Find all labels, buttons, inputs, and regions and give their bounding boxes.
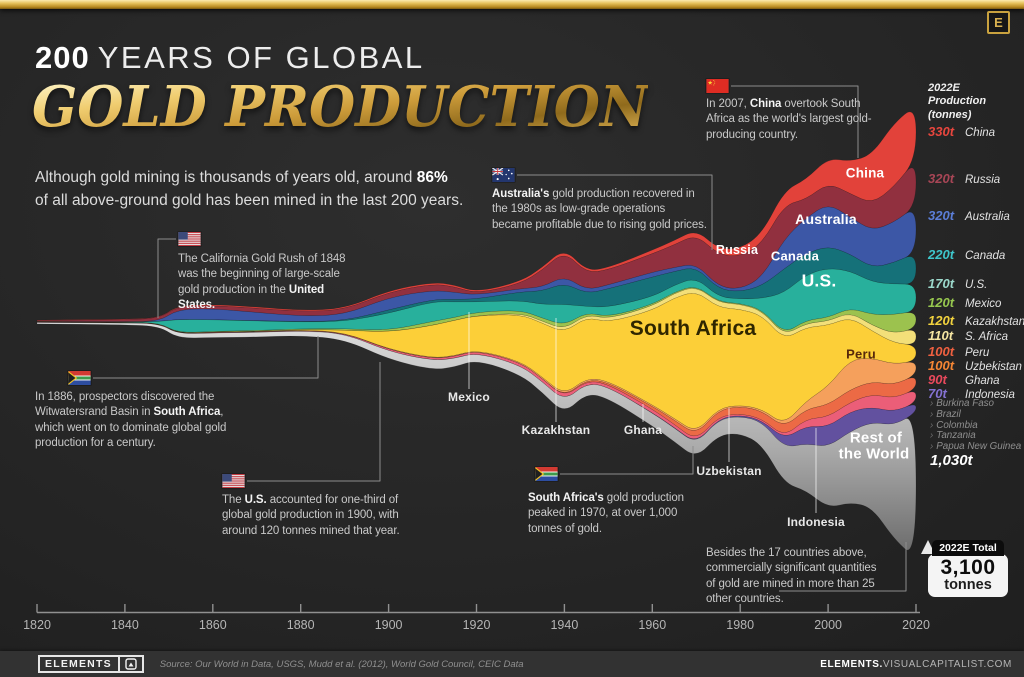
elements-logo: ELEMENTS	[38, 655, 144, 673]
stream-band-us	[36, 268, 917, 333]
x-axis-label-1880: 1880	[287, 618, 315, 632]
stream-band-uzbekistan	[36, 321, 917, 437]
callout-line-other-countries	[779, 542, 907, 592]
x-axis-label-1900: 1900	[375, 618, 403, 632]
stream-band-rest-of-world	[36, 322, 917, 551]
site-url-rest: VISUALCAPITALIST.COM	[882, 658, 1012, 670]
total-box-value-panel: 3,100 tonnes	[928, 554, 1008, 597]
callout-line-witwatersrand-1886	[93, 336, 319, 379]
title-number: 200	[35, 40, 90, 75]
callout-line-gold-rush-1848	[157, 238, 176, 318]
total-box-tab: 2022E Total	[932, 540, 1004, 556]
site-url-bold: ELEMENTS.	[820, 658, 883, 670]
callout-line-us-one-third-1900	[247, 362, 381, 482]
main-title-gold: GOLD PRODUCTION	[32, 74, 649, 140]
total-box-pointer-icon	[921, 540, 935, 554]
callout-line-south-africa-peak-1970	[560, 446, 694, 475]
x-axis-label-2000: 2000	[814, 618, 842, 632]
footer-bar: ELEMENTS Source: Our World in Data, USGS…	[0, 651, 1024, 677]
callout-line-australia-1980s	[517, 174, 713, 250]
x-axis-label-1960: 1960	[638, 618, 666, 632]
source-credit: Source: Our World in Data, USGS, Mudd et…	[159, 658, 524, 670]
stream-band-canada	[36, 247, 917, 323]
total-production-box: 2022E Total 3,100 tonnes	[921, 538, 1008, 597]
site-url[interactable]: ELEMENTS.VISUALCAPITALIST.COM	[820, 659, 1012, 670]
stream-band-indonesia	[36, 322, 917, 447]
subtitle-bold: 86%	[416, 169, 448, 186]
subtitle: Although gold mining is thousands of yea…	[35, 166, 463, 213]
elements-e-letter: E	[994, 15, 1003, 30]
elements-e-logo: E	[987, 11, 1010, 34]
elements-logo-icon	[125, 658, 137, 670]
x-axis-label-1920: 1920	[463, 618, 491, 632]
x-axis-label-1840: 1840	[111, 618, 139, 632]
total-unit: tonnes	[944, 577, 992, 593]
subtitle-line2: of all above-ground gold has been mined …	[35, 192, 464, 210]
callout-line-china-2007	[731, 85, 859, 158]
x-axis-label-1980: 1980	[726, 618, 754, 632]
elements-logo-text: ELEMENTS	[45, 658, 112, 670]
stream-band-ghana	[36, 321, 917, 439]
total-value: 3,100	[940, 556, 996, 579]
elements-logo-divider	[117, 655, 120, 673]
page-title: 200 YEARS OF GLOBAL	[35, 40, 425, 76]
top-gold-bar	[0, 0, 1024, 9]
x-axis-label-2020: 2020	[902, 618, 930, 632]
stream-band-peru	[36, 321, 917, 431]
title-rest: YEARS OF GLOBAL	[97, 40, 425, 75]
stream-band-australia	[36, 206, 917, 323]
stream-band-south-africa	[36, 293, 917, 429]
subtitle-line1: Although gold mining is thousands of yea…	[35, 169, 417, 186]
x-axis-label-1820: 1820	[23, 618, 51, 632]
x-axis-label-1940: 1940	[550, 618, 578, 632]
x-axis-label-1860: 1860	[199, 618, 227, 632]
